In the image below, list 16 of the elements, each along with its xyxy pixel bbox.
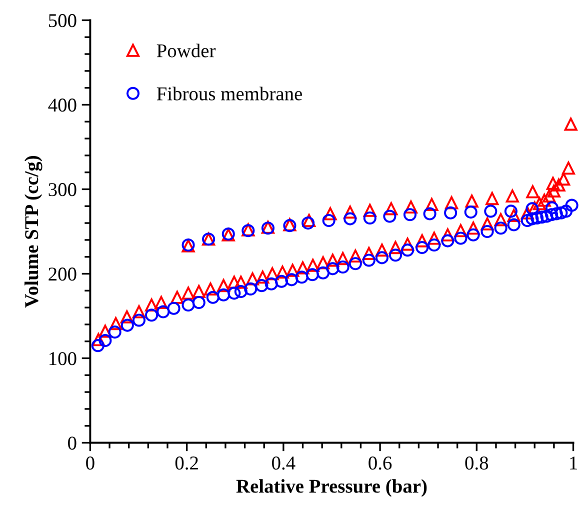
y-axis-title: Volume STP (cc/g) <box>24 156 42 308</box>
x-tick-label: 0.2 <box>175 456 198 470</box>
x-tick-label: 0.6 <box>368 456 392 470</box>
y-tick-label: 0 <box>68 436 76 450</box>
x-tick-label: 1 <box>570 456 577 470</box>
legend-label: Fibrous membrane <box>156 86 302 100</box>
y-tick-label: 400 <box>48 98 76 112</box>
y-tick-label: 500 <box>48 14 76 28</box>
x-axis-title: Relative Pressure (bar) <box>236 479 427 497</box>
y-tick-label: 200 <box>48 268 76 281</box>
x-tick-label: 0.8 <box>465 456 488 470</box>
y-tick-label: 100 <box>50 352 76 366</box>
y-tick-label: 300 <box>48 183 76 196</box>
legend-label: Powder <box>156 44 216 58</box>
x-tick-label: 0.4 <box>272 456 296 470</box>
x-tick-label: 0 <box>86 456 94 470</box>
